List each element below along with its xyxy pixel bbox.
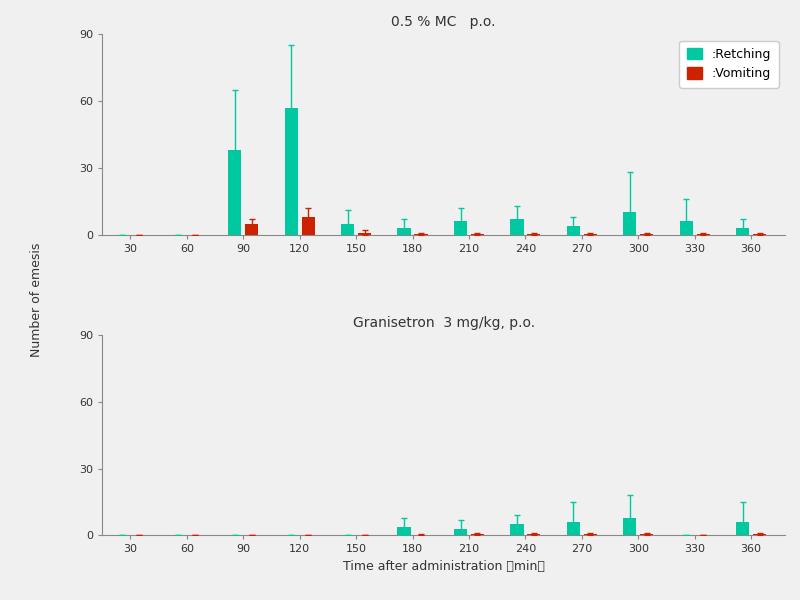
- Bar: [228, 150, 242, 235]
- Bar: [680, 221, 693, 235]
- Bar: [245, 224, 258, 235]
- Bar: [584, 233, 597, 235]
- Bar: [736, 228, 750, 235]
- Bar: [753, 233, 766, 235]
- Bar: [566, 226, 580, 235]
- Title: 0.5 % MC   p.o.: 0.5 % MC p.o.: [391, 15, 496, 29]
- Bar: [302, 217, 314, 235]
- Bar: [398, 228, 410, 235]
- Bar: [414, 233, 427, 235]
- Bar: [623, 212, 636, 235]
- Text: Number of emesis: Number of emesis: [30, 243, 42, 357]
- Bar: [471, 233, 484, 235]
- Title: Granisetron  3 mg/kg, p.o.: Granisetron 3 mg/kg, p.o.: [353, 316, 534, 329]
- Bar: [398, 527, 410, 535]
- Bar: [510, 219, 523, 235]
- X-axis label: Time after administration （min）: Time after administration （min）: [342, 560, 545, 573]
- Bar: [697, 233, 710, 235]
- Bar: [640, 533, 654, 535]
- Bar: [454, 221, 467, 235]
- Bar: [736, 522, 750, 535]
- Bar: [640, 233, 654, 235]
- Bar: [623, 518, 636, 535]
- Bar: [510, 524, 523, 535]
- Bar: [584, 534, 597, 535]
- Bar: [566, 522, 580, 535]
- Bar: [358, 233, 371, 235]
- Legend: :Retching, :Vomiting: :Retching, :Vomiting: [679, 41, 778, 88]
- Bar: [527, 233, 541, 235]
- Bar: [454, 529, 467, 535]
- Bar: [341, 224, 354, 235]
- Bar: [285, 108, 298, 235]
